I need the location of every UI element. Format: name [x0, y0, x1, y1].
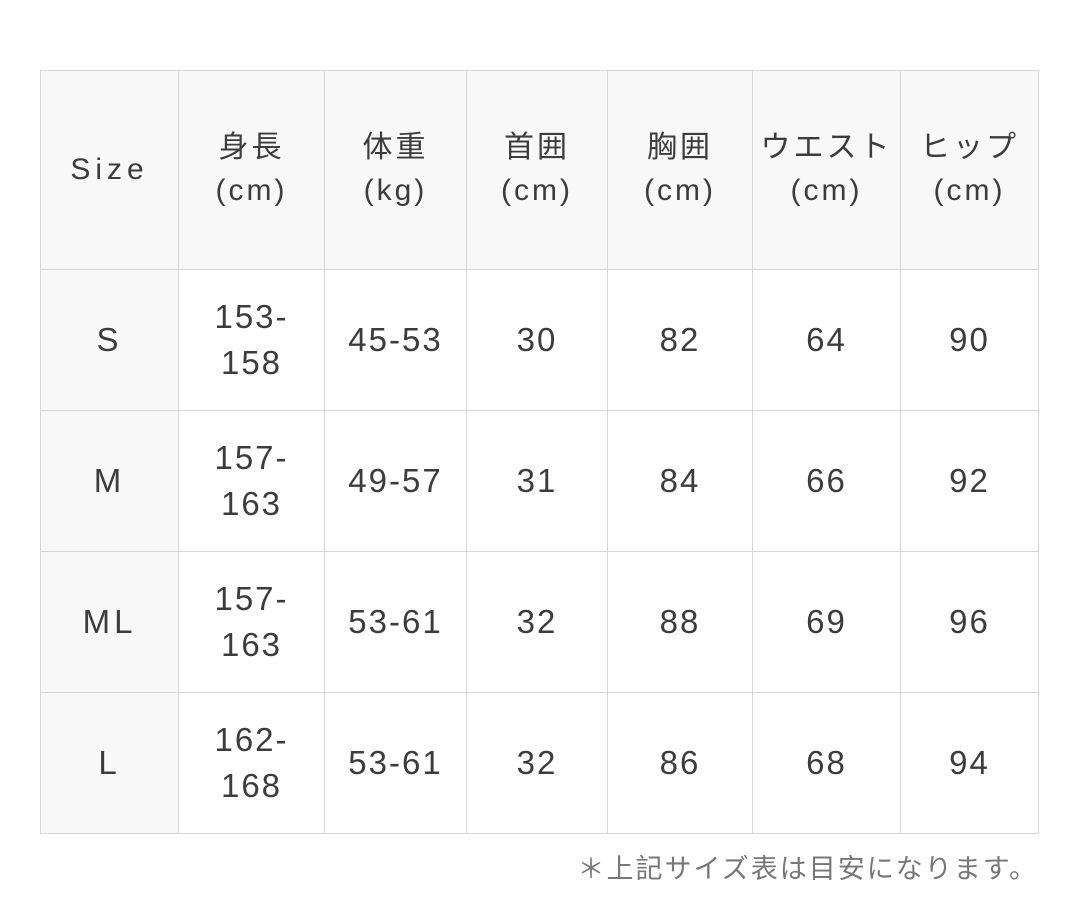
- cell-size: L: [40, 692, 179, 834]
- cell-weight: 53-61: [324, 551, 467, 693]
- cell-size: M: [40, 410, 179, 552]
- table-header-row: Size 身長 (cm) 体重 (kg) 首囲 (cm) 胸囲 (cm) ウエスト (cm…: [40, 70, 1039, 270]
- table-header: Size 身長 (cm) 体重 (kg) 首囲 (cm) 胸囲 (cm) ウエスト (cm…: [40, 70, 1039, 270]
- cell-waist: 69: [752, 551, 901, 693]
- size-table-container: Size 身長 (cm) 体重 (kg) 首囲 (cm) 胸囲 (cm) ウエスト (cm…: [40, 70, 1039, 834]
- cell-neck: 30: [466, 269, 608, 411]
- cell-weight: 49-57: [324, 410, 467, 552]
- cell-hip: 92: [900, 410, 1039, 552]
- column-header-waist: ウエスト (cm): [752, 70, 901, 270]
- cell-height: 153-158: [178, 269, 325, 411]
- column-header-neck: 首囲 (cm): [466, 70, 608, 270]
- size-table-note: ＊上記サイズ表は目安になります。: [577, 854, 1038, 884]
- cell-height: 162-168: [178, 692, 325, 834]
- table-row: L 162-168 53-61 32 86 68 94: [40, 692, 1039, 834]
- cell-size: S: [40, 269, 179, 411]
- cell-weight: 45-53: [324, 269, 467, 411]
- column-header-size: Size: [40, 70, 179, 270]
- table-row: M 157-163 49-57 31 84 66 92: [40, 410, 1039, 552]
- table-row: S 153-158 45-53 30 82 64 90: [40, 269, 1039, 411]
- cell-hip: 94: [900, 692, 1039, 834]
- cell-waist: 64: [752, 269, 901, 411]
- column-header-height: 身長 (cm): [178, 70, 325, 270]
- cell-bust: 82: [607, 269, 753, 411]
- cell-waist: 66: [752, 410, 901, 552]
- column-header-bust: 胸囲 (cm): [607, 70, 753, 270]
- table-row: ML 157-163 53-61 32 88 69 96: [40, 551, 1039, 693]
- table-body: S 153-158 45-53 30 82 64 90 M 157-163 49…: [40, 269, 1039, 834]
- cell-height: 157-163: [178, 410, 325, 552]
- column-header-weight: 体重 (kg): [324, 70, 467, 270]
- cell-bust: 88: [607, 551, 753, 693]
- column-header-hip: ヒップ (cm): [900, 70, 1039, 270]
- size-chart-table: Size 身長 (cm) 体重 (kg) 首囲 (cm) 胸囲 (cm) ウエスト (cm…: [40, 70, 1039, 834]
- cell-neck: 31: [466, 410, 608, 552]
- cell-neck: 32: [466, 551, 608, 693]
- cell-hip: 90: [900, 269, 1039, 411]
- cell-neck: 32: [466, 692, 608, 834]
- cell-bust: 84: [607, 410, 753, 552]
- cell-bust: 86: [607, 692, 753, 834]
- cell-hip: 96: [900, 551, 1039, 693]
- cell-weight: 53-61: [324, 692, 467, 834]
- cell-waist: 68: [752, 692, 901, 834]
- cell-size: ML: [40, 551, 179, 693]
- cell-height: 157-163: [178, 551, 325, 693]
